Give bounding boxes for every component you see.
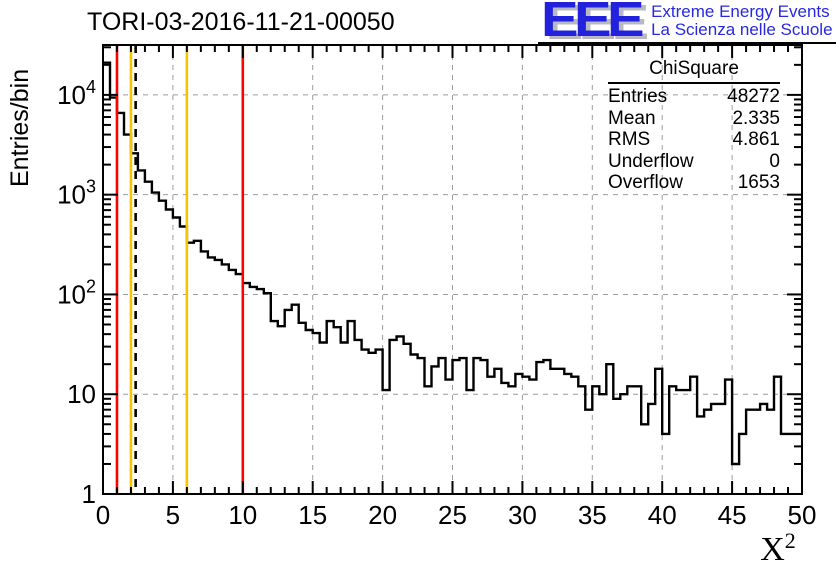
y-axis-labels: 1 10 102 103 104 bbox=[57, 77, 96, 509]
stats-title-underline bbox=[608, 82, 780, 84]
stats-row: Underflow 0 bbox=[608, 151, 780, 173]
stats-row-value: 4.861 bbox=[732, 129, 780, 150]
stats-row-label: RMS bbox=[608, 129, 651, 150]
x-tick-label: 45 bbox=[718, 500, 747, 530]
x-tick-label: 30 bbox=[508, 500, 537, 530]
stats-row-label: Entries bbox=[608, 86, 668, 107]
x-tick-label: 5 bbox=[166, 500, 180, 530]
x-tick-label: 35 bbox=[578, 500, 607, 530]
plot-title: TORI-03-2016-11-21-00050 bbox=[87, 8, 395, 36]
marker-lines bbox=[115, 45, 245, 494]
eee-logo: EEE Extreme Energy Events La Scienza nel… bbox=[541, 0, 833, 47]
y-tick-label: 1 bbox=[82, 479, 96, 509]
x-tick-label: 50 bbox=[788, 500, 817, 530]
gridlines bbox=[103, 45, 802, 494]
logo-line2: La Scienza nelle Scuole bbox=[651, 20, 833, 39]
stats-row: RMS 4.861 bbox=[608, 129, 780, 151]
logo-line1: Extreme Energy Events bbox=[651, 2, 830, 21]
histogram-step-line bbox=[103, 61, 802, 466]
stats-row-label: Underflow bbox=[608, 150, 694, 172]
x-tick-label: 20 bbox=[368, 500, 397, 530]
stats-row-value: 48272 bbox=[727, 86, 780, 107]
x-tick-label: 15 bbox=[298, 500, 327, 530]
y-tick-label: 103 bbox=[57, 177, 96, 210]
y-tick-label: 102 bbox=[57, 276, 96, 309]
eee-logo-letters: EEE bbox=[541, 0, 645, 47]
stats-row: Entries 48272 bbox=[608, 86, 780, 108]
x-tick-label: 0 bbox=[96, 500, 110, 530]
stats-row-value: 2.335 bbox=[732, 107, 780, 129]
x-tick-label: 40 bbox=[648, 500, 677, 530]
axis-ticks bbox=[102, 45, 803, 495]
eee-logo-text: Extreme Energy Events La Scienza nelle S… bbox=[651, 0, 832, 39]
x-tick-label: 25 bbox=[438, 500, 467, 530]
stats-row: Mean 2.335 bbox=[608, 108, 780, 130]
x-tick-label: 10 bbox=[228, 500, 257, 530]
stats-row-value: 1653 bbox=[737, 172, 780, 193]
stats-row-label: Overflow bbox=[608, 172, 683, 193]
stats-row: Overflow 1653 bbox=[608, 172, 780, 194]
y-tick-label: 10 bbox=[67, 379, 96, 409]
stats-row-value: 0 bbox=[769, 150, 780, 172]
stats-title: ChiSquare bbox=[649, 58, 739, 79]
y-axis-title: Entries/bin bbox=[6, 69, 34, 187]
stats-box: ChiSquare Entries 48272 Mean 2.335 RMS 4.861 U… bbox=[608, 58, 780, 194]
y-tick-label: 104 bbox=[57, 77, 96, 110]
stats-rows: Entries 48272 Mean 2.335 RMS 4.861 Underflow 0 O… bbox=[608, 86, 780, 194]
x-axis-title: X2 bbox=[760, 528, 796, 568]
logo-underline bbox=[538, 42, 836, 44]
stats-row-label: Mean bbox=[608, 107, 656, 129]
x-axis-labels: 0 5 10 15 20 25 30 35 40 45 50 bbox=[96, 500, 817, 530]
